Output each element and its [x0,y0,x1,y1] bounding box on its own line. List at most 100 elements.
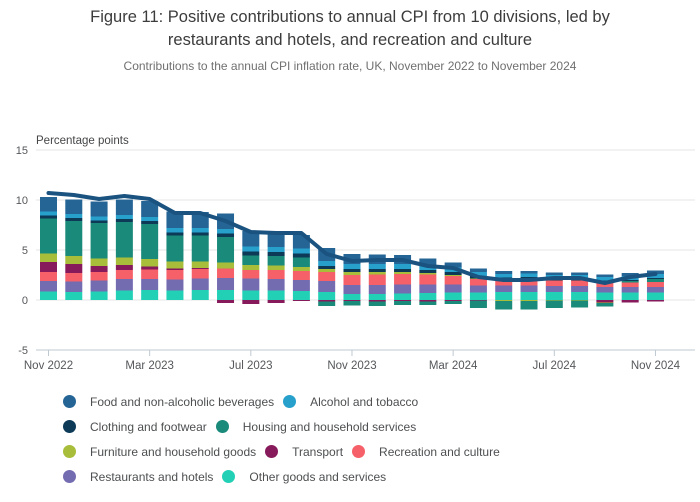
legend-item[interactable]: Other goods and services [222,470,386,484]
bar-segment[interactable] [419,293,437,300]
bar-segment[interactable] [495,271,513,274]
bar-segment[interactable] [65,273,83,282]
bar-segment[interactable] [469,285,487,293]
bar-segment[interactable] [343,294,361,300]
bar-segment[interactable] [141,266,159,270]
bar-segment[interactable] [621,273,639,276]
bar-segment[interactable] [267,300,285,303]
bar-segment[interactable] [596,300,614,303]
bar-segment[interactable] [419,258,437,266]
bar-segment[interactable] [191,235,209,262]
bar-segment[interactable] [520,300,538,301]
bar-segment[interactable] [90,280,108,292]
bar-segment[interactable] [419,301,437,306]
bar-segment[interactable] [191,261,209,269]
bar-segment[interactable] [191,290,209,300]
bar-segment[interactable] [115,222,133,258]
bar-segment[interactable] [394,264,412,269]
bar-segment[interactable] [166,270,184,280]
bar-segment[interactable] [40,281,57,292]
bar-segment[interactable] [40,211,57,216]
bar-segment[interactable] [520,273,538,278]
bar-segment[interactable] [545,292,563,300]
bar-segment[interactable] [166,290,184,301]
bar-segment[interactable] [115,279,133,291]
bar-segment[interactable] [318,261,336,266]
bar-segment[interactable] [368,285,386,294]
bar-segment[interactable] [571,292,589,300]
bar-segment[interactable] [267,279,285,291]
bar-segment[interactable] [242,265,260,270]
bar-segment[interactable] [545,286,563,292]
bar-segment[interactable] [242,300,260,304]
bar-segment[interactable] [141,269,159,280]
bar-segment[interactable] [141,279,159,290]
bar-segment[interactable] [646,279,664,282]
bar-segment[interactable] [343,301,361,306]
bar-segment[interactable] [90,216,108,221]
bar-segment[interactable] [469,268,487,273]
bar-segment[interactable] [141,259,159,267]
bar-segment[interactable] [166,235,184,262]
legend-item[interactable]: Alcohol and tobacco [283,395,418,409]
bar-segment[interactable] [394,293,412,301]
bar-segment[interactable] [368,269,386,272]
bar-segment[interactable] [40,197,57,212]
bar-segment[interactable] [141,217,159,221]
bar-segment[interactable] [90,201,108,217]
bar-segment[interactable] [166,232,184,236]
bar-segment[interactable] [571,300,589,308]
bar-segment[interactable] [242,251,260,256]
bar-segment[interactable] [292,267,310,271]
bar-segment[interactable] [646,282,664,287]
bar-segment[interactable] [444,276,462,285]
bar-segment[interactable] [267,265,285,271]
bar-segment[interactable] [40,291,57,301]
bar-segment[interactable] [65,256,83,264]
bar-segment[interactable] [495,292,513,300]
bar-segment[interactable] [571,272,589,276]
bar-segment[interactable] [318,292,336,300]
bar-segment[interactable] [267,232,285,248]
bar-segment[interactable] [217,268,235,279]
legend-item[interactable]: Restaurants and hotels [63,470,213,484]
bar-segment[interactable] [191,228,209,233]
bar-segment[interactable] [318,301,336,307]
bar-segment[interactable] [217,300,235,303]
bar-segment[interactable] [90,223,108,259]
bar-segment[interactable] [520,301,538,310]
bar-segment[interactable] [90,272,108,281]
bar-segment[interactable] [242,278,260,291]
bar-segment[interactable] [40,253,57,263]
bar-segment[interactable] [292,280,310,291]
bar-segment[interactable] [242,290,260,301]
legend-item[interactable]: Food and non-alcoholic beverages [63,395,274,409]
bar-segment[interactable] [394,269,412,272]
bar-segment[interactable] [469,300,487,301]
bar-segment[interactable] [495,280,513,286]
bar-segment[interactable] [40,262,57,272]
bar-segment[interactable] [646,292,664,301]
bar-segment[interactable] [343,285,361,294]
bar-segment[interactable] [596,277,614,281]
bar-segment[interactable] [444,300,462,301]
bar-segment[interactable] [545,300,563,301]
bar-segment[interactable] [191,232,209,236]
bar-segment[interactable] [646,278,664,279]
bar-segment[interactable] [343,300,361,301]
bar-segment[interactable] [495,274,513,278]
bar-segment[interactable] [318,272,336,281]
bar-segment[interactable] [292,257,310,268]
bar-segment[interactable] [469,292,487,301]
bar-segment[interactable] [545,300,563,309]
bar-segment[interactable] [621,280,639,281]
bar-segment[interactable] [242,255,260,266]
bar-segment[interactable] [40,218,57,254]
bar-segment[interactable] [495,300,513,301]
bar-segment[interactable] [444,292,462,301]
bar-segment[interactable] [141,224,159,259]
bar-segment[interactable] [141,221,159,224]
bar-segment[interactable] [545,280,563,287]
bar-segment[interactable] [115,257,133,266]
bar-segment[interactable] [571,300,589,301]
